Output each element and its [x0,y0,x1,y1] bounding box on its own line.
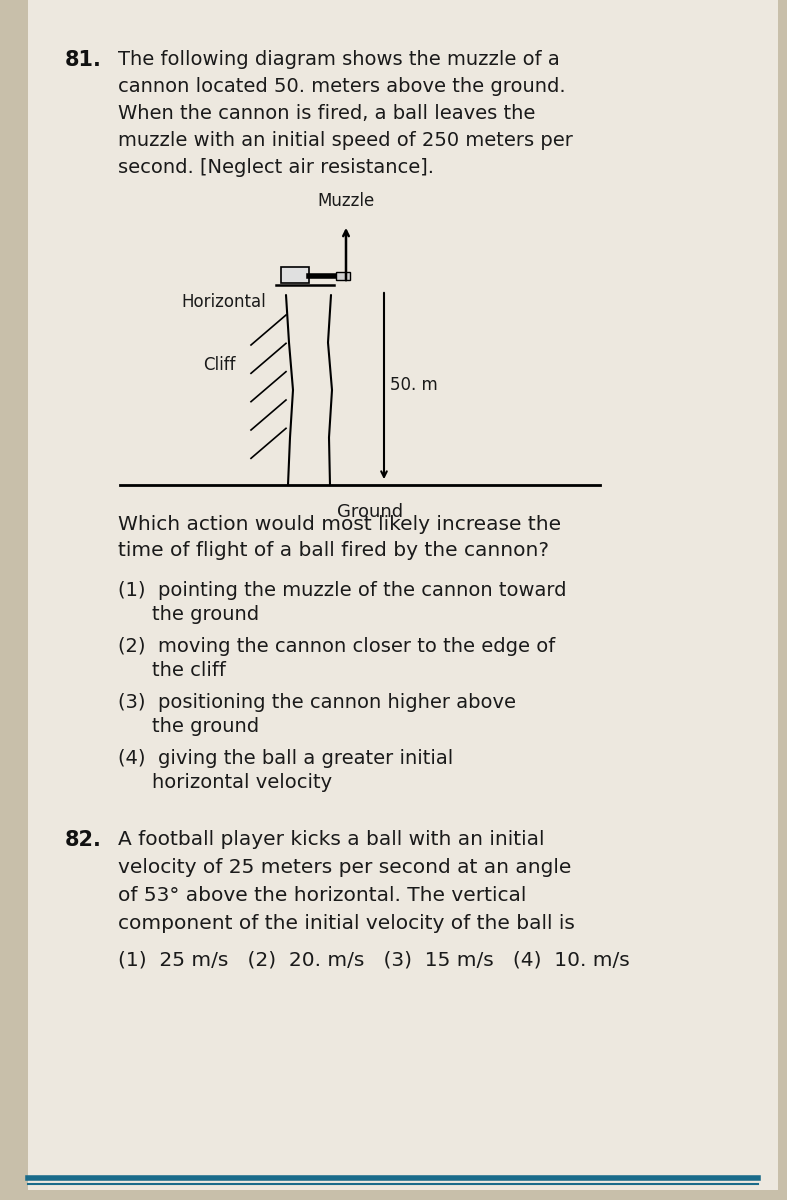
Text: component of the initial velocity of the ball is: component of the initial velocity of the… [118,914,575,934]
Text: 81.: 81. [65,50,102,70]
Text: the ground: the ground [152,605,259,624]
Text: muzzle with an initial speed of 250 meters per: muzzle with an initial speed of 250 mete… [118,131,573,150]
Text: second. [Neglect air resistance].: second. [Neglect air resistance]. [118,158,434,176]
Text: 50. m: 50. m [390,376,438,394]
Text: (1)  25 m/s   (2)  20. m/s   (3)  15 m/s   (4)  10. m/s: (1) 25 m/s (2) 20. m/s (3) 15 m/s (4) 10… [118,950,630,970]
Text: Muzzle: Muzzle [317,192,375,210]
Text: (2)  moving the cannon closer to the edge of: (2) moving the cannon closer to the edge… [118,637,556,656]
Text: Which action would most likely increase the
time of flight of a ball fired by th: Which action would most likely increase … [118,515,561,559]
Text: Ground: Ground [337,503,403,521]
Text: the cliff: the cliff [152,661,226,680]
Text: (4)  giving the ball a greater initial: (4) giving the ball a greater initial [118,749,453,768]
Text: horizontal velocity: horizontal velocity [152,773,332,792]
Text: Horizontal: Horizontal [181,293,266,311]
Bar [336,272,350,280]
Text: cannon located 50. meters above the ground.: cannon located 50. meters above the grou… [118,77,566,96]
Text: When the cannon is fired, a ball leaves the: When the cannon is fired, a ball leaves … [118,104,535,122]
Bar [281,266,309,283]
Text: (3)  positioning the cannon higher above: (3) positioning the cannon higher above [118,692,516,712]
Text: The following diagram shows the muzzle of a: The following diagram shows the muzzle o… [118,50,560,68]
Text: (1)  pointing the muzzle of the cannon toward: (1) pointing the muzzle of the cannon to… [118,581,567,600]
Text: A football player kicks a ball with an initial: A football player kicks a ball with an i… [118,830,545,850]
Text: the ground: the ground [152,716,259,736]
Text: 82.: 82. [65,830,102,850]
Text: of 53° above the horizontal. The vertical: of 53° above the horizontal. The vertica… [118,886,527,905]
Text: velocity of 25 meters per second at an angle: velocity of 25 meters per second at an a… [118,858,571,877]
Text: Cliff: Cliff [204,356,236,374]
